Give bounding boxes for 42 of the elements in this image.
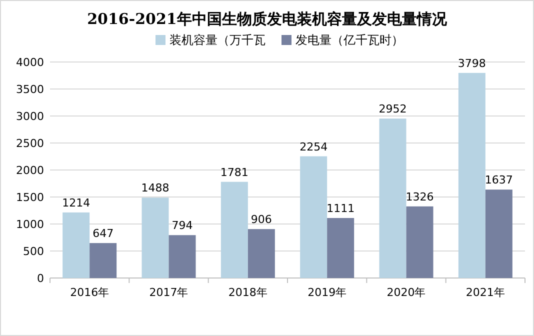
y-tick-label: 2000	[16, 164, 44, 177]
data-label: 1326	[406, 190, 434, 204]
x-tick-label: 2021年	[466, 286, 505, 299]
bar	[379, 118, 406, 278]
bar	[406, 206, 434, 278]
bar	[300, 156, 328, 278]
data-label: 906	[250, 213, 272, 226]
x-tick-label: 2018年	[228, 286, 268, 299]
bar	[220, 182, 248, 278]
data-label: 1488	[141, 182, 170, 195]
data-label: 1214	[62, 196, 90, 210]
y-tick-label: 3000	[16, 110, 44, 123]
data-label: 2952	[378, 102, 407, 116]
bar	[142, 198, 169, 278]
data-label: 3798	[458, 56, 486, 70]
bar	[168, 235, 196, 278]
data-label: 1111	[326, 202, 355, 216]
bar	[458, 72, 486, 278]
y-tick-label: 1000	[16, 218, 44, 231]
legend-label: 装机容量（万千瓦	[170, 33, 266, 47]
legend-label: 发电量（亿千瓦时）	[296, 33, 404, 47]
bar	[327, 218, 354, 278]
x-tick-label: 2019年	[308, 286, 347, 299]
data-label: 1781	[220, 166, 248, 179]
data-label: 1637	[484, 174, 513, 187]
x-tick-label: 2016年	[70, 286, 110, 299]
y-tick-label: 3500	[16, 83, 44, 96]
y-tick-label: 4000	[16, 56, 44, 69]
y-tick-label: 1500	[16, 191, 44, 204]
data-label: 2254	[300, 140, 328, 154]
data-label: 647	[92, 227, 114, 240]
y-tick-label: 2500	[16, 137, 44, 150]
chart-title: 2016-2021年中国生物质发电装机容量及发电量情况	[87, 10, 448, 28]
bar	[485, 190, 512, 278]
x-tick-label: 2020年	[386, 286, 426, 299]
bar	[90, 243, 117, 278]
bar	[248, 229, 275, 278]
y-tick-label: 500	[23, 245, 44, 258]
bar	[62, 212, 90, 278]
data-label: 794	[172, 219, 193, 232]
x-tick-label: 2017年	[149, 286, 188, 299]
y-tick-label: 0	[37, 272, 44, 285]
